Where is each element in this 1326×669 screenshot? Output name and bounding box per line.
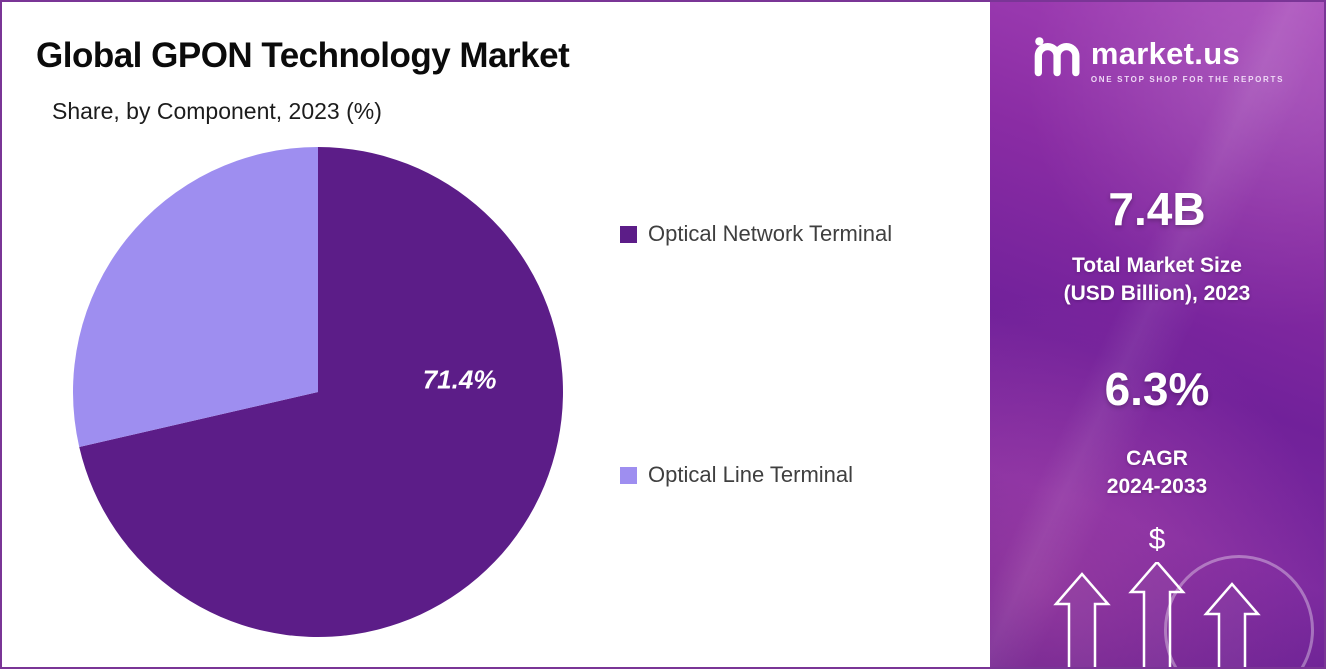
marketus-logo-icon <box>1030 32 1080 87</box>
chart-title: Global GPON Technology Market <box>36 36 570 75</box>
stat-cagr-label: CAGR 2024-2033 <box>990 445 1324 500</box>
stat-market-size-label: Total Market Size (USD Billion), 2023 <box>990 252 1324 307</box>
legend-item-1: Optical Line Terminal <box>620 462 892 488</box>
brand-name: market.us <box>1090 35 1240 71</box>
legend-label: Optical Network Terminal <box>648 221 893 246</box>
pie-data-label-0: 71.4% <box>423 365 497 395</box>
pie-slice-1 <box>72 147 318 447</box>
chart-legend: Optical Network Terminal Optical Line Ter… <box>620 221 892 488</box>
brand-panel: market.us ONE STOP SHOP FOR THE REPORTS … <box>984 2 1324 667</box>
brand-logo: market.us ONE STOP SHOP FOR THE REPORTS <box>990 32 1324 87</box>
dollar-icon: $ <box>1148 523 1166 556</box>
stat-cagr-label-line1: CAGR <box>1126 447 1188 470</box>
growth-arrows-icon <box>1053 562 1261 667</box>
legend-item-0: Optical Network Terminal <box>620 221 892 247</box>
pie-slice-0 <box>79 147 563 637</box>
legend-swatch-icon <box>620 466 637 484</box>
stat-market-size-value: 7.4B <box>1108 183 1206 235</box>
legend-label: Optical Line Terminal <box>648 462 854 487</box>
brand-text: market.us ONE STOP SHOP FOR THE REPORTS <box>1091 36 1284 84</box>
brand-tagline: ONE STOP SHOP FOR THE REPORTS <box>1090 74 1285 84</box>
stat-market-size-label-line2: (USD Billion), 2023 <box>1063 281 1251 305</box>
legend-swatch-icon <box>620 225 637 243</box>
chart-area: Global GPON Technology Market Share, by … <box>2 2 984 667</box>
pie-chart: 71.4% <box>72 147 563 637</box>
stat-cagr-value: 6.3% <box>1104 363 1210 415</box>
chart-subtitle: Share, by Component, 2023 (%) <box>52 98 382 124</box>
stat-cagr-label-line2: 2024-2033 <box>1106 474 1208 498</box>
pie-chart-wrap: 71.4% <box>68 142 568 642</box>
stat-market-size-label-line1: Total Market Size <box>1072 254 1242 277</box>
